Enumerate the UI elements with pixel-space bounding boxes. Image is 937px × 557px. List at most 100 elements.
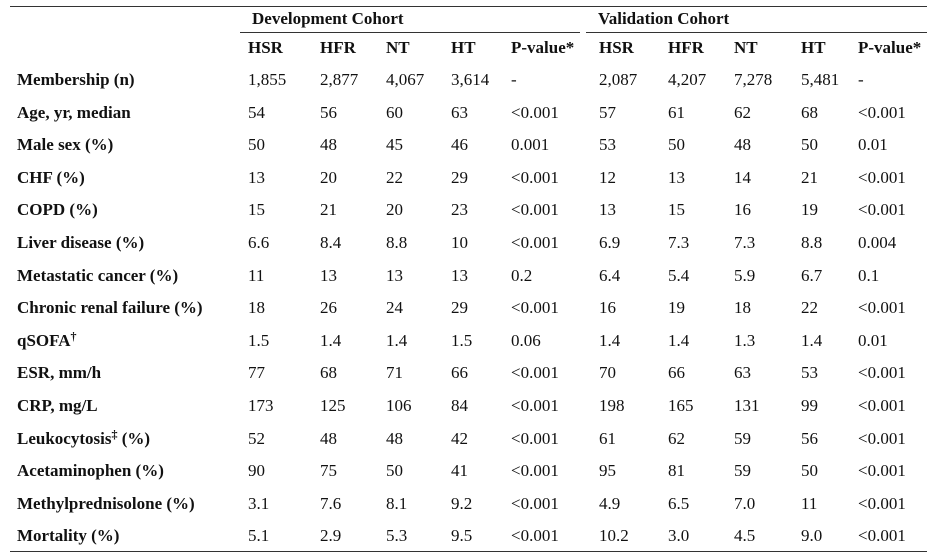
row-label-text: COPD (%) [17,200,98,219]
table-cell: 75 [320,461,337,480]
table-cell: 7.0 [734,494,756,513]
table-cell: 63 [734,363,751,382]
table-cell: 22 [386,168,403,187]
table-cell: <0.001 [858,494,906,513]
table-cell: 20 [320,168,337,187]
column-header: HFR [320,38,356,57]
column-header: P-value* [511,38,575,57]
table-cell: - [858,70,864,89]
row-label-text: Male sex (%) [17,135,114,154]
table-cell: 63 [451,103,468,122]
table-cell: 106 [386,396,412,415]
table-cell: <0.001 [858,429,906,448]
table-cell: 13 [320,266,337,285]
table-cell: 8.1 [386,494,408,513]
bottom-rule [10,551,927,552]
table-cell: 15 [248,200,265,219]
table-cell: 13 [668,168,685,187]
table-cell: 59 [734,429,751,448]
table-cell: 11 [248,266,265,285]
table-cell: <0.001 [858,363,906,382]
table-cell: 0.01 [858,135,888,154]
table-cell: 24 [386,298,403,317]
row-label-text: Mortality (%) [17,526,120,545]
table-cell: 50 [386,461,403,480]
table-cell: 0.001 [511,135,550,154]
row-label: Male sex (%) [17,135,113,155]
table-cell: 4.9 [599,494,621,513]
row-label: Liver disease (%) [17,233,144,253]
table-cell: 53 [801,363,818,382]
table-cell: <0.001 [511,461,559,480]
table-cell: 20 [386,200,403,219]
row-label-text: CHF (%) [17,168,85,187]
table-cell: <0.001 [511,298,559,317]
table-cell: 14 [734,168,751,187]
row-label: Methylprednisolone (%) [17,494,195,514]
column-header: NT [734,38,758,57]
table-cell: 29 [451,298,468,317]
table-cell: 95 [599,461,616,480]
row-label: Metastatic cancer (%) [17,266,178,286]
table-cell: 21 [320,200,337,219]
table-cell: 1.4 [599,331,621,350]
table-cell: 19 [801,200,818,219]
row-label-text: Acetaminophen (%) [17,461,164,480]
top-rule [10,6,927,7]
table-cell: <0.001 [858,103,906,122]
table-cell: <0.001 [858,298,906,317]
table-cell: 68 [801,103,818,122]
table-cell: 41 [451,461,468,480]
row-label-text: Metastatic cancer (%) [17,266,179,285]
table-cell: 50 [668,135,685,154]
table-cell: 15 [668,200,685,219]
table-cell: 57 [599,103,616,122]
table-cell: 6.7 [801,266,823,285]
table-cell: <0.001 [511,168,559,187]
table-cell: 13 [451,266,468,285]
table-cell: 46 [451,135,468,154]
table-cell: 165 [668,396,694,415]
table-cell: 77 [248,363,265,382]
table-cell: 9.0 [801,526,823,545]
row-label: Leukocytosis‡ (%) [17,428,151,449]
table-cell: 198 [599,396,625,415]
table-cell: 48 [734,135,751,154]
table-cell: 3.0 [668,526,690,545]
table-cell: <0.001 [511,200,559,219]
column-header: HT [451,38,476,57]
table-cell: 9.5 [451,526,473,545]
row-label-text: CRP, mg/L [17,396,98,415]
row-label: qSOFA† [17,330,77,351]
validation-cohort-header: Validation Cohort [598,9,730,28]
column-header: HSR [599,38,634,57]
row-label-suffix: (%) [117,429,151,448]
row-label: ESR, mm/h [17,363,101,383]
table-cell: 66 [668,363,685,382]
table-cell: 48 [320,135,337,154]
table-cell: 71 [386,363,403,382]
table-cell: 0.004 [858,233,897,252]
table-cell: 23 [451,200,468,219]
table-cell: 7.6 [320,494,342,513]
table-cell: 81 [668,461,685,480]
table-cell: <0.001 [858,461,906,480]
table-cell: <0.001 [511,396,559,415]
row-label-text: Leukocytosis [17,429,112,448]
table-cell: 4.5 [734,526,756,545]
table-cell: 9.2 [451,494,473,513]
table-cell: <0.001 [858,168,906,187]
column-header: NT [386,38,410,57]
table-cell: 8.8 [386,233,408,252]
table-cell: 5.9 [734,266,756,285]
row-label: Membership (n) [17,70,135,90]
table-cell: 12 [599,168,616,187]
row-label-text: Methylprednisolone (%) [17,494,195,513]
row-label-text: Age, yr, median [17,103,131,122]
row-label-text: Chronic renal failure (%) [17,298,203,317]
column-header: P-value* [858,38,922,57]
row-label: Acetaminophen (%) [17,461,164,481]
table-cell: 1.4 [668,331,690,350]
table-cell: 56 [801,429,818,448]
table-cell: 2,877 [320,70,359,89]
